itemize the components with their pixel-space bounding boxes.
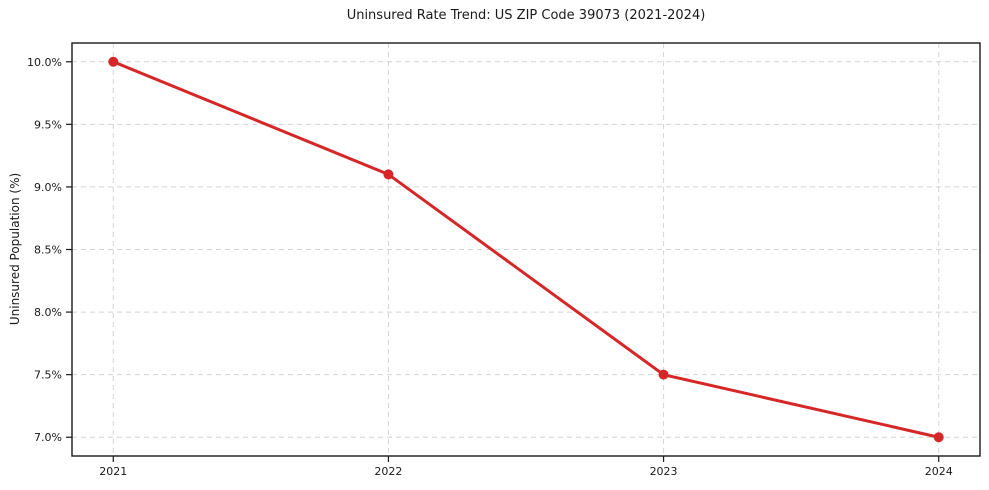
y-tick-label: 8.5% bbox=[34, 244, 62, 257]
x-tick-label: 2021 bbox=[99, 465, 127, 478]
x-tick-label: 2024 bbox=[925, 465, 953, 478]
trend-line bbox=[111, 60, 941, 439]
data-point-2024 bbox=[933, 432, 944, 443]
y-tick-label: 9.5% bbox=[34, 118, 62, 131]
data-point-2023 bbox=[658, 369, 669, 380]
y-tick-label: 7.5% bbox=[34, 369, 62, 382]
data-point-2021 bbox=[108, 56, 119, 67]
y-tick-label: 10.0% bbox=[27, 56, 62, 69]
x-tick-label: 2022 bbox=[374, 465, 402, 478]
data-point-2022 bbox=[383, 169, 394, 180]
y-tick-label: 9.0% bbox=[34, 181, 62, 194]
x-tick-label: 2023 bbox=[650, 465, 678, 478]
y-tick-label: 8.0% bbox=[34, 306, 62, 319]
y-tick-label: 7.0% bbox=[34, 431, 62, 444]
chart-title: Uninsured Rate Trend: US ZIP Code 39073 … bbox=[346, 8, 706, 23]
